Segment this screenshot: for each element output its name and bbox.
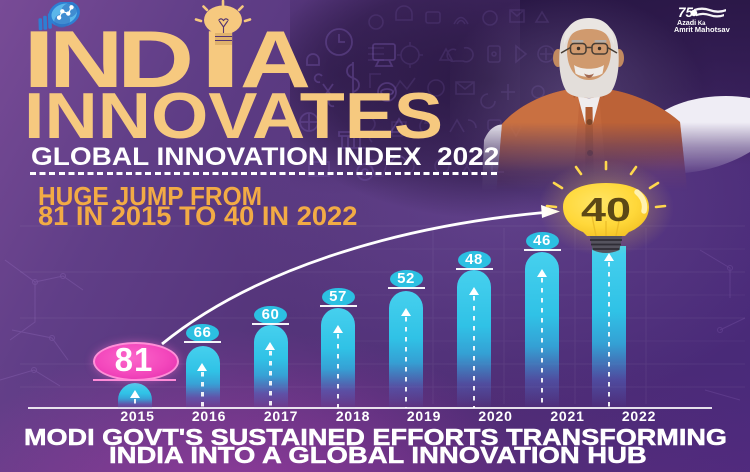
svg-text:Azadi Ka: Azadi Ka xyxy=(677,18,706,27)
svg-text:40: 40 xyxy=(581,191,631,228)
svg-text:75: 75 xyxy=(678,5,694,20)
svg-text:Amrit Mahotsav: Amrit Mahotsav xyxy=(674,25,731,32)
